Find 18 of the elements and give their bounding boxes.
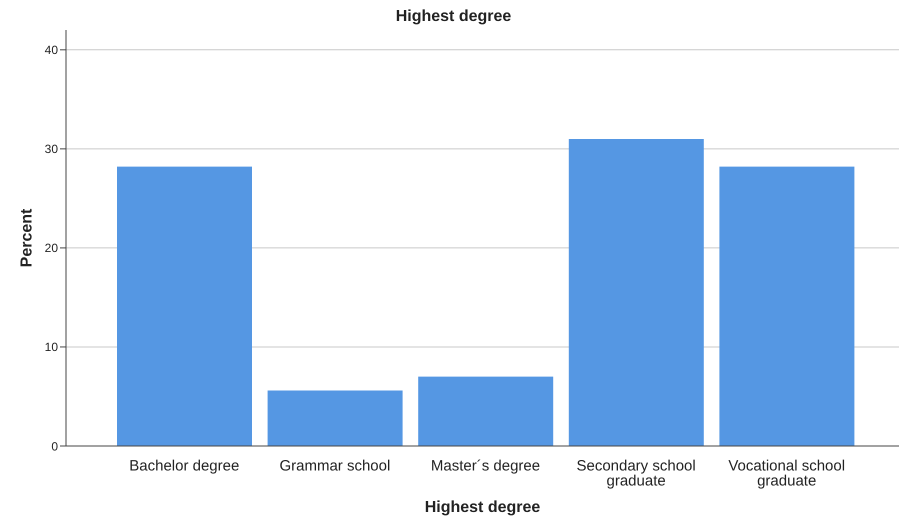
bar	[418, 376, 554, 446]
y-tick-label: 10	[44, 340, 58, 354]
y-tick-label: 20	[44, 241, 58, 256]
bar	[719, 166, 854, 446]
x-tick-label: Secondary school graduate	[576, 458, 696, 490]
bar	[117, 166, 252, 446]
x-tick-label: Grammar school	[279, 458, 390, 475]
y-tick-label: 40	[44, 43, 58, 58]
bar	[268, 390, 403, 446]
x-tick-label: Master´s degree	[430, 458, 540, 475]
y-tick-label: 30	[44, 142, 58, 156]
y-axis-title: Percent	[18, 208, 36, 268]
x-axis-title: Highest degree	[424, 499, 540, 516]
y-tick-label: 0	[51, 439, 58, 454]
x-tick-label: Vocational school graduate	[728, 458, 846, 490]
bar	[568, 138, 704, 446]
x-tick-label: Bachelor degree	[129, 458, 240, 475]
chart-title: Highest degree	[394, 8, 512, 27]
